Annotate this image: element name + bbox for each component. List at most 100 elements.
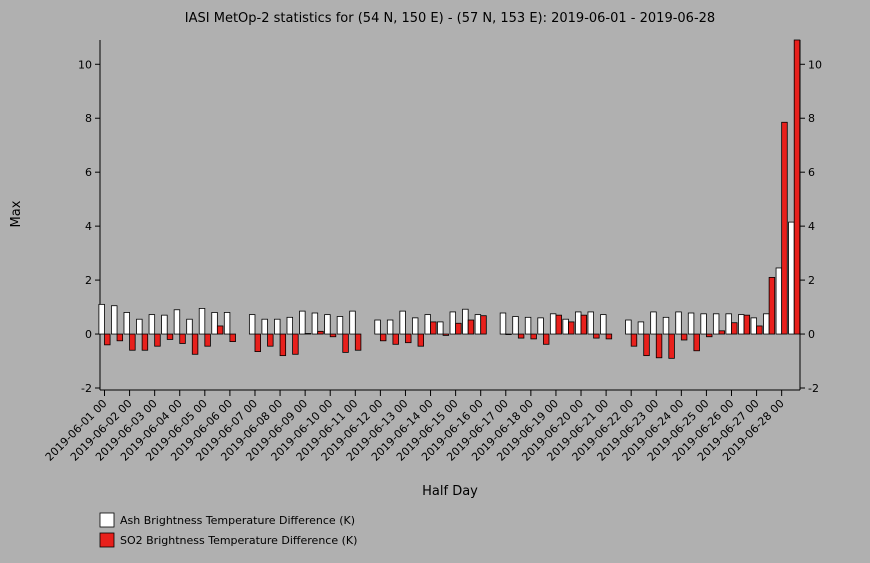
bar [662, 316, 670, 335]
x-axis-label: Half Day [422, 484, 478, 499]
bar [655, 333, 663, 359]
bar [186, 318, 193, 335]
bar [254, 333, 261, 352]
bar [768, 276, 776, 335]
bar [743, 314, 751, 335]
bar [788, 221, 795, 335]
bar [111, 305, 118, 335]
chart-title: IASI MetOp-2 statistics for (54 N, 150 E… [185, 11, 715, 26]
bar [204, 333, 211, 347]
bar [600, 314, 607, 335]
bar [216, 325, 224, 335]
bar [680, 333, 688, 341]
bar [718, 330, 725, 335]
y2-tick-label: 8 [808, 112, 815, 125]
y2-tick-label: 2 [808, 274, 815, 287]
bar [154, 333, 161, 347]
bar [98, 303, 105, 335]
y-tick-label: 10 [78, 58, 92, 71]
bar [141, 333, 149, 351]
bar [537, 317, 544, 335]
bar [781, 121, 788, 335]
bar [706, 333, 713, 338]
y2-tick-label: 0 [808, 328, 815, 341]
bar [675, 311, 682, 335]
bar [329, 333, 337, 338]
bar [292, 333, 299, 355]
y-tick-label: 6 [85, 166, 92, 179]
bar [374, 319, 381, 335]
legend-swatch [99, 512, 115, 528]
bar [317, 330, 324, 335]
bar [568, 321, 575, 335]
bar [605, 333, 613, 340]
bar [775, 267, 783, 335]
bar [449, 311, 457, 335]
bar [424, 314, 431, 335]
bar [549, 313, 557, 335]
bar [399, 310, 406, 335]
y2-tick-label: 10 [808, 58, 822, 71]
bar [587, 311, 594, 335]
bar [630, 333, 638, 347]
bar [248, 314, 256, 335]
bar [267, 333, 274, 347]
bar [386, 319, 394, 335]
bar [129, 333, 136, 351]
y-tick-label: -2 [81, 382, 92, 395]
bar [229, 333, 236, 342]
bar [712, 313, 720, 335]
bar [211, 312, 218, 335]
y-tick-label: 4 [85, 220, 92, 233]
bar [593, 333, 600, 339]
bar [462, 308, 469, 335]
bar [756, 325, 763, 335]
y2-tick-label: 6 [808, 166, 815, 179]
bar [738, 314, 745, 335]
bar [430, 321, 437, 335]
legend-label: SO2 Brightness Temperature Difference (K… [120, 534, 357, 547]
bar [555, 314, 562, 335]
bar [123, 312, 130, 335]
bar [311, 312, 319, 335]
bar [687, 312, 695, 335]
legend-swatch [99, 532, 115, 548]
bar [793, 39, 801, 335]
y2-tick-label: -2 [808, 382, 819, 395]
bar [643, 333, 650, 357]
bar [173, 309, 181, 335]
bar [354, 333, 362, 351]
y-axis-label: Max [9, 200, 24, 227]
bar [405, 333, 412, 344]
bar [517, 333, 525, 339]
legend-label: Ash Brightness Temperature Difference (K… [120, 514, 355, 527]
y-tick-label: 0 [85, 328, 92, 341]
bar [274, 318, 281, 335]
bar [512, 316, 519, 335]
bar [455, 322, 462, 335]
bar [191, 333, 199, 355]
bar [725, 313, 732, 335]
bar [324, 314, 331, 335]
bar [392, 333, 399, 345]
bar [336, 316, 344, 335]
bar [480, 315, 487, 335]
bar [524, 316, 532, 335]
bar [474, 314, 482, 335]
bar [543, 333, 550, 345]
bar [763, 313, 770, 335]
bar [650, 311, 657, 335]
bar [467, 319, 475, 335]
bar [625, 319, 632, 335]
bar [304, 333, 312, 335]
bar [411, 317, 419, 335]
bar [116, 333, 124, 342]
bar [379, 333, 387, 342]
bar [286, 316, 293, 335]
bar [223, 312, 231, 335]
bar [279, 333, 287, 357]
bar [700, 313, 707, 335]
bar [575, 311, 582, 335]
y-tick-label: 8 [85, 112, 92, 125]
bar [198, 308, 206, 335]
